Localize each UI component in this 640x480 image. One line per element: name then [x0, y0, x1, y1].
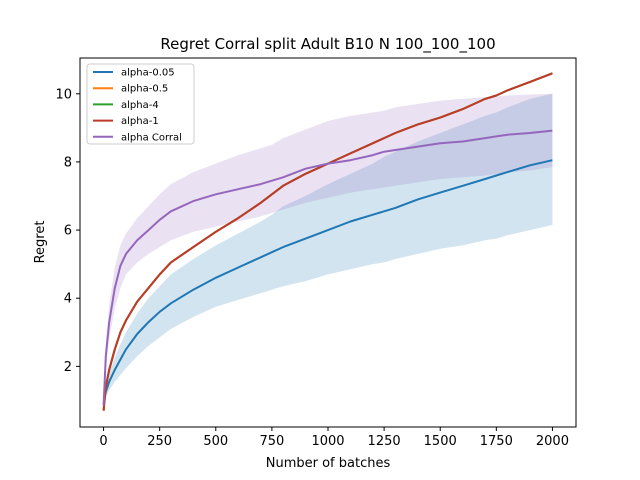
x-tick-label: 1000 — [311, 434, 344, 449]
band-alpha-corral — [103, 93, 553, 409]
legend-box — [86, 63, 195, 145]
x-tick-label: 2000 — [536, 434, 569, 449]
legend: alpha-0.05 alpha-0.5 alpha-4 alpha-1 alpha C… — [86, 63, 195, 145]
legend-label-alpha-corral: alpha Corral — [121, 132, 182, 143]
series-lines — [102, 72, 553, 411]
y-tick-label: 6 — [64, 224, 72, 239]
y-tick-label: 4 — [64, 292, 72, 307]
legend-label-alpha-1: alpha-1 — [121, 116, 159, 127]
chart-title: Regret Corral split Adult B10 N 100_100_… — [160, 35, 495, 54]
x-axis-label: Number of batches — [266, 456, 391, 471]
x-tick-label: 750 — [259, 434, 284, 449]
legend-label-alpha-4: alpha-4 — [121, 100, 159, 111]
y-tick-label: 8 — [64, 155, 72, 170]
band-alpha-0-05 — [103, 93, 553, 408]
y-axis-ticks: 2 4 6 8 10 — [55, 87, 80, 375]
x-tick-label: 1500 — [424, 434, 457, 449]
line-alpha-corral — [102, 129, 553, 406]
x-axis-ticks: 0 250 500 750 1000 1250 1500 1750 2000 — [99, 427, 569, 449]
x-tick-label: 1750 — [480, 434, 513, 449]
line-alpha-1 — [102, 72, 553, 411]
y-tick-label: 2 — [64, 360, 72, 375]
x-tick-label: 1250 — [368, 434, 401, 449]
x-tick-label: 250 — [147, 434, 172, 449]
line-alpha-0-05 — [102, 159, 553, 404]
y-axis-label: Regret — [33, 221, 48, 264]
legend-label-alpha-0-05: alpha-0.05 — [121, 68, 175, 79]
confidence-bands — [103, 93, 553, 409]
legend-label-alpha-0-5: alpha-0.5 — [121, 84, 168, 95]
y-tick-label: 10 — [55, 87, 72, 102]
x-tick-label: 500 — [203, 434, 228, 449]
x-tick-label: 0 — [99, 434, 107, 449]
